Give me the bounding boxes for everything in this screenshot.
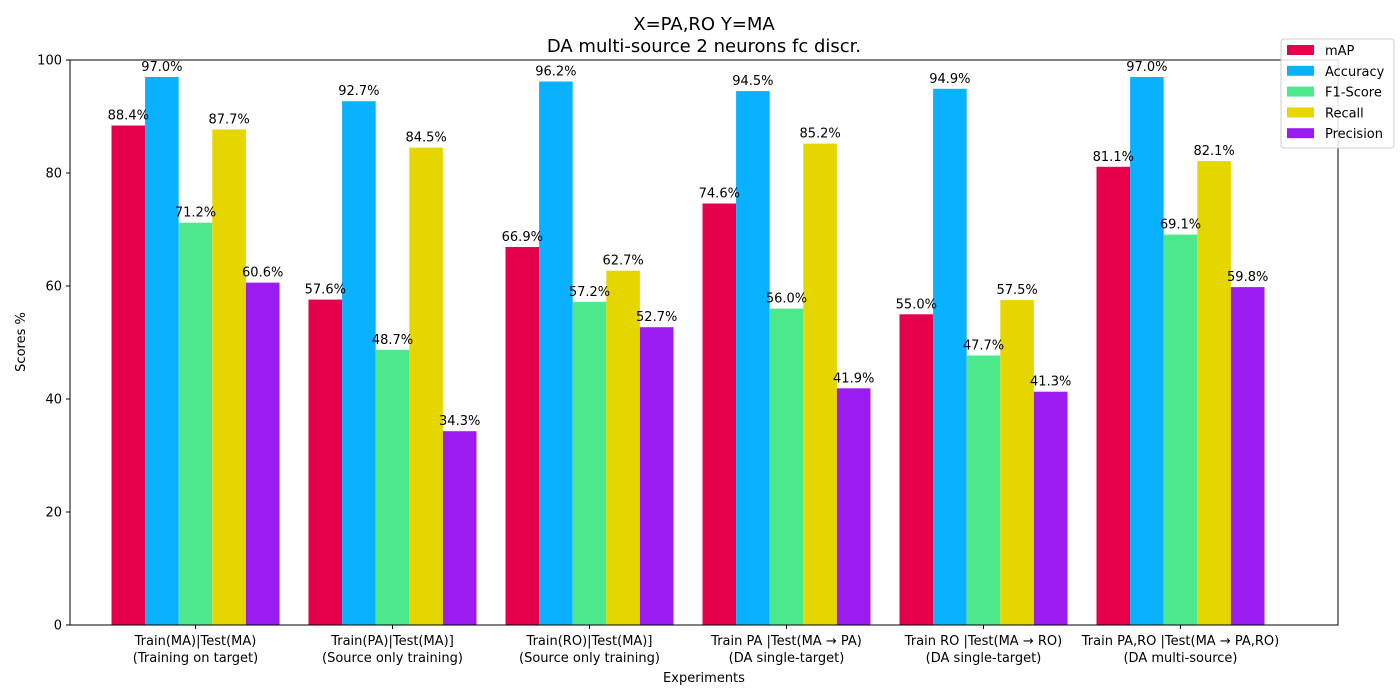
- x-tick-sublabel: (DA single-target): [729, 651, 845, 666]
- legend-swatch: [1287, 45, 1314, 55]
- value-label: 56.0%: [766, 292, 807, 307]
- bars-group: [111, 77, 1265, 626]
- y-axis-label: Scores %: [14, 312, 29, 372]
- x-tick-label: Train PA |Test(MA → PA): [710, 634, 862, 649]
- y-tick-label: 0: [54, 619, 62, 634]
- bar-map-2: [505, 247, 540, 625]
- bar-f1-score-0: [178, 222, 213, 625]
- x-tick-sublabel: (Training on target): [133, 651, 258, 666]
- value-label: 66.9%: [502, 230, 543, 245]
- bar-recall-5: [1197, 161, 1231, 625]
- y-tick-label: 80: [45, 167, 62, 182]
- x-tick-label: Train PA,RO |Test(MA → PA,RO): [1081, 634, 1279, 649]
- plot-area-frame: [69, 59, 1339, 626]
- value-label: 85.2%: [799, 127, 840, 142]
- y-axis-ticks: 0 20 40 60 80 100: [37, 54, 70, 634]
- bar-f1-score-1: [375, 349, 410, 625]
- value-label: 97.0%: [1126, 60, 1167, 75]
- y-tick-label: 60: [45, 280, 62, 295]
- bar-accuracy-1: [342, 101, 376, 625]
- value-label: 82.1%: [1193, 144, 1234, 159]
- legend-swatch: [1287, 107, 1314, 118]
- value-label: 92.7%: [338, 84, 379, 99]
- bar-accuracy-2: [539, 81, 573, 625]
- chart-title-line2: DA multi-source 2 neurons fc discr.: [547, 36, 861, 57]
- value-label: 74.6%: [699, 187, 740, 202]
- x-tick-label: Train(MA)|Test(MA): [134, 634, 257, 649]
- bar-precision-5: [1230, 287, 1265, 625]
- value-label: 94.5%: [732, 74, 773, 89]
- x-axis-label: Experiments: [663, 671, 745, 686]
- legend-label: mAP: [1325, 44, 1355, 59]
- bar-recall-3: [803, 143, 837, 625]
- legend-swatch: [1287, 128, 1314, 139]
- legend-swatch: [1287, 65, 1314, 76]
- x-tick-sublabel: (DA single-target): [926, 651, 1042, 666]
- bar-map-5: [1096, 166, 1131, 626]
- bar-accuracy-5: [1130, 77, 1164, 625]
- value-label: 69.1%: [1160, 218, 1201, 233]
- value-label: 57.5%: [996, 283, 1037, 298]
- value-label: 34.3%: [439, 414, 480, 429]
- x-axis-ticks: Train(MA)|Test(MA) (Training on target) Tr…: [133, 625, 1279, 666]
- bar-precision-3: [836, 388, 871, 625]
- y-tick-label: 20: [45, 506, 62, 521]
- bar-precision-2: [639, 327, 674, 625]
- bar-map-0: [111, 125, 146, 625]
- bar-accuracy-4: [933, 88, 967, 626]
- value-label: 62.7%: [602, 254, 643, 269]
- bar-precision-1: [442, 431, 477, 625]
- bar-map-4: [899, 314, 934, 626]
- bar-recall-1: [409, 147, 443, 625]
- value-label: 87.7%: [208, 113, 249, 128]
- value-label: 41.9%: [833, 371, 874, 386]
- value-label: 57.6%: [305, 283, 346, 298]
- x-tick-label: Train(PA)|Test(MA)]: [330, 634, 454, 649]
- bar-recall-4: [1000, 300, 1034, 625]
- bar-f1-score-4: [966, 355, 1001, 625]
- x-tick-sublabel: (DA multi-source): [1123, 651, 1237, 666]
- bar-recall-0: [212, 129, 246, 625]
- value-label: 96.2%: [535, 65, 576, 80]
- bar-map-3: [702, 203, 737, 625]
- bar-f1-score-3: [769, 308, 804, 625]
- legend: mAP Accuracy F1-Score Recall Precision: [1280, 38, 1395, 149]
- legend-label: Accuracy: [1325, 65, 1385, 80]
- value-label: 59.8%: [1227, 270, 1268, 285]
- legend-label: F1-Score: [1325, 86, 1382, 101]
- value-label: 48.7%: [372, 333, 413, 348]
- value-label: 57.2%: [569, 285, 610, 300]
- chart-title-line1: X=PA,RO Y=MA: [633, 14, 775, 35]
- value-label: 60.6%: [242, 266, 283, 281]
- y-tick-label: 100: [37, 54, 62, 69]
- bar-f1-score-5: [1163, 234, 1198, 625]
- value-labels-group: 88.4% 57.6% 66.9% 74.6% 55.0% 81.1% 97.0% 92.7%…: [108, 60, 1269, 429]
- value-label: 84.5%: [405, 131, 446, 146]
- value-label: 94.9%: [929, 72, 970, 87]
- bar-accuracy-3: [736, 91, 770, 626]
- x-tick-sublabel: (Source only training): [322, 651, 463, 666]
- x-tick-label: Train(RO)|Test(MA)]: [526, 634, 653, 649]
- bar-accuracy-0: [145, 77, 179, 625]
- value-label: 97.0%: [141, 60, 182, 75]
- x-tick-label: Train RO |Test(MA → RO): [904, 634, 1062, 649]
- legend-swatch: [1287, 86, 1314, 97]
- value-label: 41.3%: [1030, 375, 1071, 390]
- legend-label: Recall: [1325, 106, 1364, 121]
- bar-recall-2: [606, 270, 640, 625]
- value-label: 47.7%: [963, 339, 1004, 354]
- y-tick-label: 40: [45, 393, 62, 408]
- legend-label: Precision: [1325, 127, 1383, 142]
- value-label: 52.7%: [636, 310, 677, 325]
- value-label: 71.2%: [175, 206, 216, 221]
- value-label: 81.1%: [1093, 150, 1134, 165]
- bar-precision-0: [245, 282, 280, 625]
- bar-map-1: [308, 299, 343, 625]
- bar-precision-4: [1033, 391, 1068, 625]
- bar-f1-score-2: [572, 301, 607, 625]
- value-label: 88.4%: [108, 109, 149, 124]
- x-tick-sublabel: (Source only training): [519, 651, 660, 666]
- value-label: 55.0%: [896, 297, 937, 312]
